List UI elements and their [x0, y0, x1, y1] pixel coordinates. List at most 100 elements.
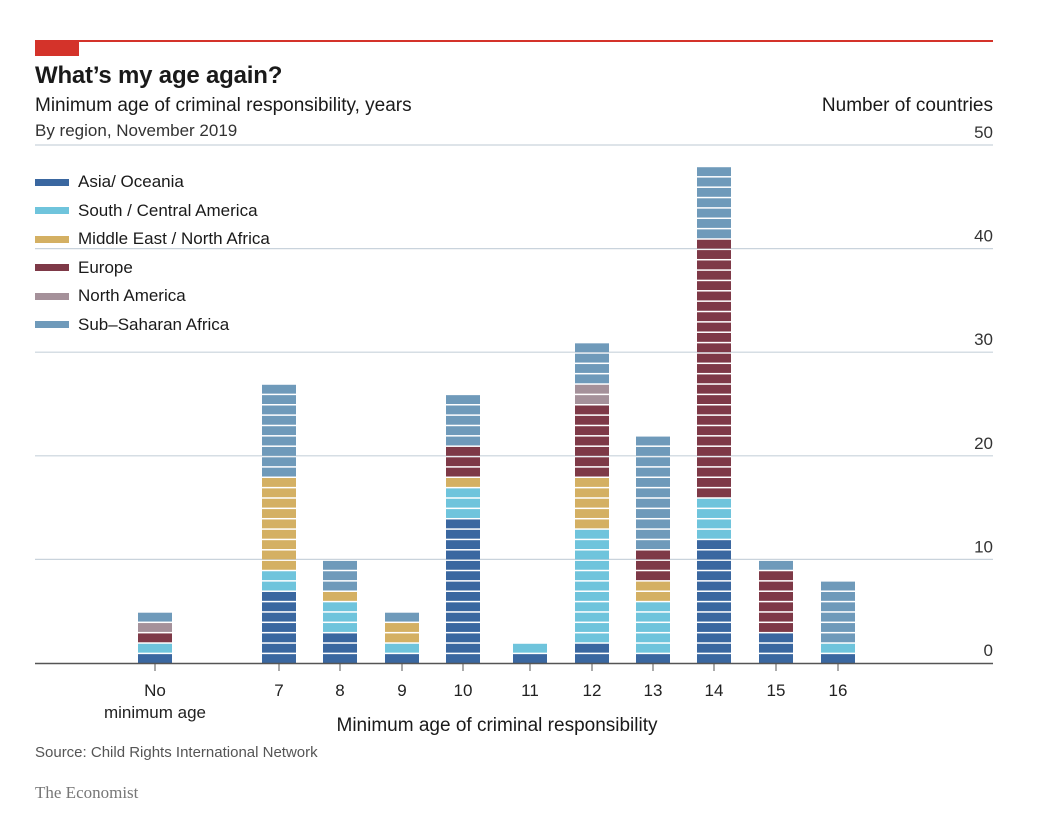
- bar-segment: [636, 560, 670, 570]
- x-tick-label-line: minimum age: [104, 703, 206, 722]
- bar-segment: [697, 467, 731, 477]
- legend-item: Asia/ Oceania: [35, 168, 270, 197]
- bar-segment: [697, 384, 731, 394]
- bar-segment: [446, 643, 480, 653]
- bar-segment: [262, 395, 296, 404]
- x-tick-label: 10: [454, 681, 473, 700]
- bar-segment: [697, 219, 731, 228]
- x-tick-label-line: No: [144, 681, 166, 700]
- x-tick-label-line: 14: [705, 681, 724, 700]
- y-tick-label: 30: [974, 330, 993, 349]
- bar-segment: [262, 550, 296, 560]
- bar-segment: [575, 633, 609, 643]
- bar-segment: [262, 529, 296, 539]
- bar-segment: [575, 623, 609, 632]
- bar-segment: [138, 643, 172, 653]
- bar-segment: [697, 498, 731, 508]
- source-note: Source: Child Rights International Netwo…: [35, 744, 318, 761]
- bar-segment: [697, 623, 731, 632]
- bar-segment: [697, 519, 731, 529]
- chart-title: What’s my age again?: [35, 62, 283, 89]
- bar-segment: [636, 446, 670, 456]
- legend-item: Sub–Saharan Africa: [35, 311, 270, 340]
- bar-segment: [575, 488, 609, 498]
- legend-item: North America: [35, 282, 270, 311]
- x-tick-label-line: 13: [644, 681, 663, 700]
- chart-subtitle: Minimum age of criminal responsibility, …: [35, 95, 412, 116]
- bar-segment: [575, 509, 609, 518]
- bar-segment: [697, 208, 731, 218]
- bar-segment: [697, 167, 731, 177]
- bar-segment: [446, 436, 480, 446]
- bar-segment: [697, 602, 731, 612]
- bar-segment: [575, 364, 609, 373]
- bar-segment: [821, 581, 855, 591]
- bar-segment: [697, 187, 731, 197]
- bar-segment: [575, 457, 609, 467]
- bar-segment: [697, 446, 731, 456]
- bar-segment: [697, 395, 731, 404]
- bar-segment: [138, 654, 172, 663]
- bar-segment: [759, 623, 793, 632]
- bar-segment: [697, 529, 731, 539]
- bar-segment: [385, 654, 419, 663]
- bar-segment: [821, 633, 855, 643]
- bar-segment: [262, 498, 296, 508]
- bar-segment: [697, 198, 731, 208]
- bar-segment: [446, 415, 480, 425]
- bar-segment: [262, 571, 296, 581]
- legend-swatch: [35, 292, 69, 300]
- bar-segment: [821, 612, 855, 622]
- publisher-logo: The Economist: [35, 783, 139, 802]
- bar-segment: [446, 623, 480, 632]
- bar-segment: [697, 229, 731, 239]
- bar-segment: [446, 467, 480, 477]
- legend-label: Middle East / North Africa: [78, 229, 270, 249]
- bar-segment: [759, 643, 793, 653]
- legend-label: Asia/ Oceania: [78, 172, 184, 192]
- bar-segment: [636, 643, 670, 653]
- bar-segment: [323, 612, 357, 622]
- bar-segment: [513, 643, 547, 653]
- bar-segment: [385, 623, 419, 632]
- bar-segment: [446, 540, 480, 550]
- bar-segment: [697, 374, 731, 384]
- bar-segment: [446, 602, 480, 612]
- bar-segment: [446, 633, 480, 643]
- bar-segment: [323, 643, 357, 653]
- chart-subsubtitle: By region, November 2019: [35, 121, 238, 140]
- x-tick-label: 13: [644, 681, 663, 700]
- x-axis-title: Minimum age of criminal responsibility: [337, 715, 658, 736]
- legend-swatch: [35, 235, 69, 243]
- bar-segment: [636, 488, 670, 498]
- bar-segment: [262, 446, 296, 456]
- bar-segment: [636, 436, 670, 446]
- legend-item: South / Central America: [35, 197, 270, 226]
- bar-segment: [446, 612, 480, 622]
- bar-segment: [575, 654, 609, 663]
- bar-segment: [636, 633, 670, 643]
- bar-segment: [575, 643, 609, 653]
- bar-segment: [697, 633, 731, 643]
- bar-segment: [575, 591, 609, 601]
- bar-segment: [697, 540, 731, 550]
- legend-swatch: [35, 264, 69, 272]
- bar-segment: [446, 654, 480, 663]
- bar-segment: [697, 560, 731, 570]
- bar-segment: [323, 623, 357, 632]
- bar-segment: [821, 643, 855, 653]
- x-tick-label: 16: [829, 681, 848, 700]
- bar-segment: [697, 478, 731, 487]
- legend-swatch: [35, 207, 69, 215]
- x-tick-label: 9: [397, 681, 406, 700]
- bar-segment: [262, 426, 296, 436]
- brand-tag: [35, 40, 79, 56]
- bar-segment: [446, 571, 480, 581]
- bar-segment: [262, 591, 296, 601]
- bar-segment: [262, 457, 296, 467]
- bar-segment: [697, 581, 731, 591]
- bar-segment: [575, 384, 609, 394]
- bar-segment: [697, 250, 731, 259]
- x-tick-label: 12: [583, 681, 602, 700]
- bar-segment: [697, 405, 731, 415]
